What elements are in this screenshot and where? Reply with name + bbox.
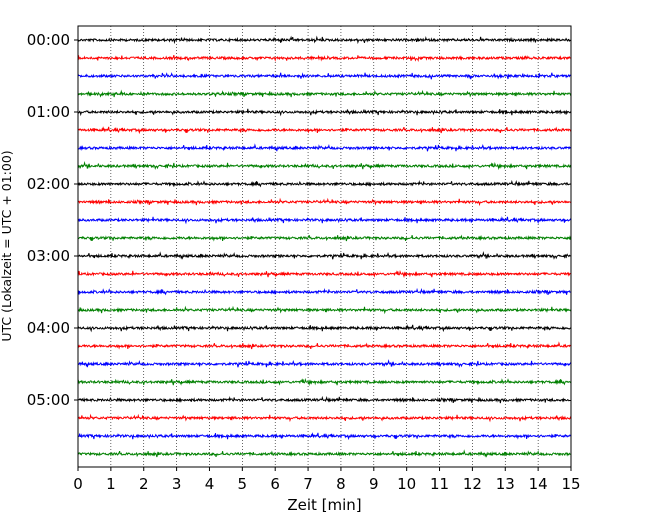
- y-tick-label: 00:00: [27, 31, 70, 49]
- x-tick-label: 12: [463, 475, 482, 493]
- seismogram-trace: [77, 251, 572, 260]
- x-tick-label: 10: [397, 475, 416, 493]
- seismogram-trace: [77, 269, 572, 279]
- seismogram-trace: [77, 89, 572, 98]
- seismogram-trace: [77, 108, 572, 117]
- x-tick-label: 6: [270, 475, 280, 493]
- seismogram-trace: [77, 126, 572, 135]
- seismogram-trace: [77, 432, 572, 441]
- plot-frame: [77, 25, 572, 468]
- seismogram-trace: [77, 377, 572, 387]
- y-axis-label: UTC (Lokalzeit = UTC + 01:00): [0, 150, 14, 341]
- y-tick-label: 01:00: [27, 103, 70, 121]
- x-tick-label: 14: [529, 475, 548, 493]
- seismogram-trace: [77, 72, 572, 80]
- x-tick-label: 4: [205, 475, 215, 493]
- y-tick-label: 04:00: [27, 319, 70, 337]
- x-tick-label: 13: [496, 475, 515, 493]
- x-tick-label: 8: [336, 475, 346, 493]
- x-tick-label: 5: [238, 475, 248, 493]
- seismogram-trace: [77, 341, 572, 350]
- x-axis-label: Zeit [min]: [287, 496, 361, 514]
- x-tick-label: 2: [139, 475, 149, 493]
- seismogram-trace: [77, 395, 572, 404]
- x-tick-label: 7: [303, 475, 313, 493]
- x-tick-label: 3: [172, 475, 182, 493]
- seismogram-trace: [77, 449, 572, 458]
- y-axis-ticks: 00:00 01:00 02:00 03:00 04:00 05:00: [27, 31, 78, 409]
- seismogram-trace: [77, 179, 572, 188]
- seismogram-trace: [77, 161, 572, 171]
- seismogram-trace: [77, 305, 572, 315]
- x-tick-label: 0: [73, 475, 83, 493]
- y-tick-label: 05:00: [27, 391, 70, 409]
- seismogram-trace: [77, 216, 572, 225]
- x-tick-label: 9: [369, 475, 379, 493]
- seismogram-trace: [77, 234, 572, 242]
- seismogram-trace: [77, 197, 572, 207]
- seismogram-trace: [77, 54, 572, 63]
- x-tick-label: 11: [430, 475, 449, 493]
- x-axis-ticks: 0 1 2 3 4 5 6 7 8 9 10 11 12 13 14 15: [73, 467, 581, 493]
- seismogram-trace: [77, 35, 572, 45]
- seismogram-trace: [77, 413, 572, 423]
- x-tick-label: 15: [561, 475, 580, 493]
- y-tick-label: 03:00: [27, 247, 70, 265]
- seismogram-traces: [77, 35, 572, 458]
- seismogram-trace: [77, 287, 572, 296]
- seismogram-trace: [77, 324, 572, 333]
- seismogram-trace: [77, 359, 572, 368]
- y-tick-label: 02:00: [27, 175, 70, 193]
- seismogram-trace: [77, 143, 572, 152]
- x-tick-label: 1: [106, 475, 116, 493]
